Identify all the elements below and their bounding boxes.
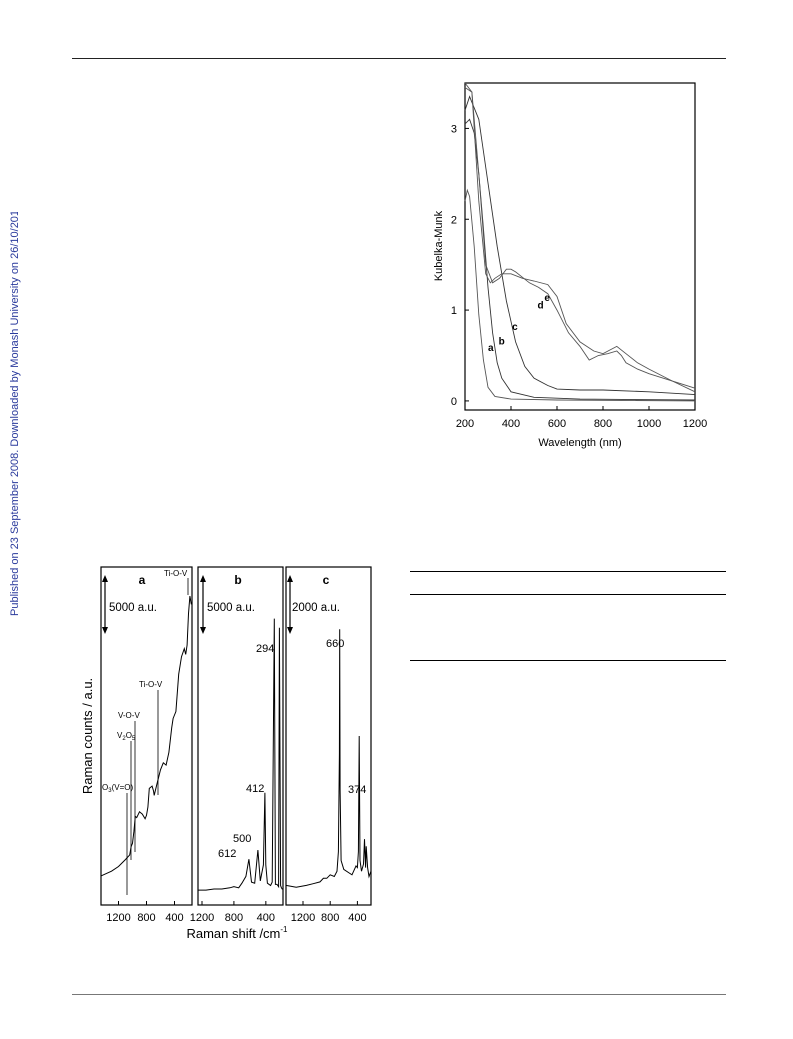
raman-panel-b-scale-label: 5000 a.u. [207, 602, 255, 614]
uv-y-tick-label: 1 [451, 305, 457, 317]
table-top-rule [410, 571, 726, 572]
raman-x-axis-title: Raman shift /cm-1 [186, 925, 288, 941]
uv-curve-label-d: d [537, 300, 543, 311]
raman-panel-b-title: b [234, 573, 241, 587]
raman-panel-b-frame [197, 566, 284, 906]
uv-series-a [464, 188, 696, 402]
raman-x-tick-label: 1200 [106, 912, 130, 924]
raman-y-axis-title: Raman counts / a.u. [80, 678, 95, 794]
uv-x-axis: 200 400 600 800 1000 1200 [456, 406, 707, 430]
annotation-o3-sub: 3 [108, 788, 112, 794]
raman-series-a [100, 596, 193, 877]
raman-panel-a-title: a [139, 573, 146, 587]
raman-x-axes: 1200 800 400 1200 800 400 1200 800 400 [106, 901, 367, 924]
raman-peak-612: 612 [218, 848, 236, 860]
uv-x-tick-label: 1000 [637, 418, 661, 430]
annotation-v2o5-v: V [117, 731, 123, 740]
raman-peak-374: 374 [348, 784, 366, 796]
annotation-v-eq-o: (V=O) [112, 783, 134, 792]
raman-series-group [100, 596, 372, 891]
raman-peak-412: 412 [246, 783, 264, 795]
uv-y-axis: 0 1 2 3 [451, 123, 469, 408]
uv-curve-label-e: e [544, 293, 550, 304]
uv-curve-label-b: b [499, 337, 505, 348]
uv-series-c [464, 95, 696, 396]
annotation-v2o5: V2O5 [117, 731, 136, 742]
raman-x-tick-label: 400 [165, 912, 183, 924]
raman-panel-b-scale-bar [200, 575, 206, 634]
uv-series-d [464, 87, 696, 389]
annotation-v2o5-sub2: 2 [122, 736, 126, 742]
raman-panel-a-scale-label: 5000 a.u. [109, 602, 157, 614]
uv-curve-label-c: c [512, 322, 518, 333]
uv-y-tick-label: 0 [451, 396, 457, 408]
uv-series-e [464, 82, 696, 393]
uv-y-tick-label: 2 [451, 214, 457, 226]
raman-peak-500: 500 [233, 833, 251, 845]
uv-vis-figure: 200 400 600 800 1000 1200 0 1 2 3 abc de Waveleng… [433, 82, 707, 449]
raman-peak-660: 660 [326, 638, 344, 650]
raman-x-tick-label: 400 [257, 912, 275, 924]
annotation-ti-o-v-top: Ti-O-V [164, 569, 188, 578]
raman-x-tick-label: 800 [137, 912, 155, 924]
uv-x-axis-title: Wavelength (nm) [538, 437, 621, 449]
header-rule [72, 58, 726, 59]
raman-panel-a-annotations: Ti-O-V Ti-O-V V-O-V V2O5 O3(V=O) [102, 569, 189, 895]
raman-series-c [285, 629, 372, 888]
raman-x-tick-label: 1200 [291, 912, 315, 924]
raman-panel-c-scale-label: 2000 a.u. [292, 602, 340, 614]
uv-x-tick-label: 400 [502, 418, 520, 430]
raman-x-axis-title-sup: -1 [280, 925, 288, 934]
raman-panel-a-scale-bar [102, 575, 108, 634]
annotation-v2o5-sub5: 5 [132, 736, 136, 742]
annotation-ti-o-v-mid: Ti-O-V [139, 680, 163, 689]
uv-x-tick-label: 200 [456, 418, 474, 430]
uv-x-tick-label: 1200 [683, 418, 707, 430]
raman-panel-c-scale-bar [287, 575, 293, 634]
raman-x-tick-label: 800 [321, 912, 339, 924]
uv-y-tick-label: 3 [451, 123, 457, 135]
raman-series-b [198, 618, 283, 891]
annotation-o3-v-o: O3(V=O) [102, 783, 133, 794]
raman-x-tick-label: 800 [225, 912, 243, 924]
raman-peak-294: 294 [256, 643, 274, 655]
footer-rule [72, 994, 726, 995]
uv-curve-label-a: a [488, 343, 494, 354]
raman-x-tick-label: 400 [348, 912, 366, 924]
publication-side-note[interactable]: Published on 23 September 2008. Download… [3, 212, 25, 620]
table-header-rule [410, 594, 726, 595]
raman-x-axis-title-text: Raman shift /cm [186, 926, 280, 941]
uv-plot-frame [464, 82, 696, 411]
raman-panel-a-frame [100, 566, 193, 906]
uv-y-axis-title: Kubelka-Munk [433, 210, 445, 281]
raman-panel-c-frame [285, 566, 372, 906]
publication-side-note-text[interactable]: Published on 23 September 2008. Download… [9, 212, 21, 616]
uv-series-group [464, 82, 696, 402]
raman-x-tick-label: 1200 [190, 912, 214, 924]
annotation-v2o5-o: O [126, 731, 132, 740]
raman-panel-c-title: c [323, 573, 330, 587]
uv-curve-labels: abc de [488, 293, 550, 354]
annotation-o3-o: O [102, 783, 108, 792]
raman-figure: a b c 5000 a.u. 5000 a.u. 2000 a.u. 1200… [80, 566, 372, 941]
table-bottom-rule [410, 660, 726, 661]
annotation-v-o-v: V-O-V [118, 711, 140, 720]
uv-x-tick-label: 800 [594, 418, 612, 430]
uv-x-tick-label: 600 [548, 418, 566, 430]
